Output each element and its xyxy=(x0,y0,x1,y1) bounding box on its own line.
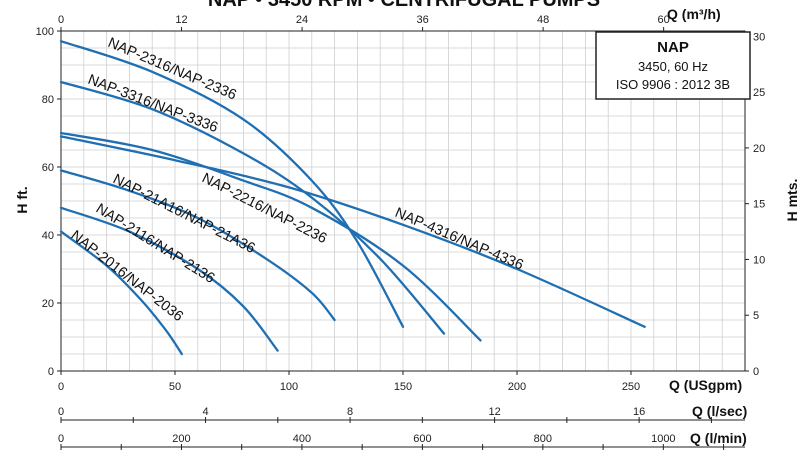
y-tick-label: 0 xyxy=(48,366,54,378)
x3-axis-tick-label: 400 xyxy=(293,433,311,445)
y-tick-label: 40 xyxy=(42,230,54,242)
legend-title: NAP xyxy=(657,39,689,56)
x2-axis-tick-label: 0 xyxy=(58,406,64,418)
x-tick-label: 50 xyxy=(169,381,181,393)
curve-label: NAP-4316/NAP-4336 xyxy=(392,205,525,274)
x3-axis-tick-label: 0 xyxy=(58,433,64,445)
y2-tick-label: 30 xyxy=(753,31,765,43)
curve-nap-21a16-nap-21a36 xyxy=(59,169,336,322)
legend-frame xyxy=(595,31,751,100)
x-tick-label: 0 xyxy=(58,381,64,393)
y-tick-label: 80 xyxy=(42,94,54,106)
x3-axis-tick-label: 1000 xyxy=(651,433,675,445)
curve-nap-2016-nap-2036 xyxy=(59,230,183,356)
x3-axis-tick-label: 200 xyxy=(172,433,190,445)
legend-box: NAP 3450, 60 Hz ISO 9906 : 2012 3B xyxy=(595,31,751,100)
top-axis-tick-label: 48 xyxy=(537,14,549,26)
top-axis-title: Q (m³/h) xyxy=(667,6,721,22)
x-tick-label: 200 xyxy=(508,381,526,393)
top-axis-tick-label: 24 xyxy=(296,14,308,26)
x3-axis-tick-label: 800 xyxy=(534,433,552,445)
top-axis-tick-label: 12 xyxy=(175,14,187,26)
x2-axis-tick-label: 8 xyxy=(347,406,353,418)
top-axis-tick-label: 36 xyxy=(416,14,428,26)
y2-axis-title: H mts. xyxy=(784,179,800,222)
x-axis-title: Q (USgpm) xyxy=(669,377,742,393)
top-axis-tick-label: 0 xyxy=(58,14,64,26)
legend-speed: 3450, 60 Hz xyxy=(638,59,708,74)
y2-tick-label: 15 xyxy=(753,199,765,211)
y-axis-title: H ft. xyxy=(14,186,30,213)
top-axis-tick-label: 60 xyxy=(658,14,670,26)
y2-tick-label: 10 xyxy=(753,254,765,266)
y2-tick-label: 5 xyxy=(753,310,759,322)
x3-axis-tick-label: 600 xyxy=(413,433,431,445)
y2-tick-label: 25 xyxy=(753,87,765,99)
curve-nap-2316-nap-2336 xyxy=(59,40,405,328)
x2-axis-tick-label: 12 xyxy=(488,406,500,418)
x3-axis-title: Q (l/min) xyxy=(690,430,747,446)
x2-axis-tick-label: 16 xyxy=(633,406,645,418)
y2-tick-label: 20 xyxy=(753,143,765,155)
page-title: NAP • 3450 RPM • CENTRIFUGAL PUMPS xyxy=(208,0,600,11)
x2-axis-tick-label: 4 xyxy=(202,406,208,418)
curve-nap-2216-nap-2236 xyxy=(59,131,482,342)
x-tick-label: 100 xyxy=(280,381,298,393)
curve-nap-3316-nap-3336 xyxy=(59,80,446,335)
x-tick-label: 150 xyxy=(394,381,412,393)
curve-nap-4316-nap-4336 xyxy=(59,135,646,328)
y2-tick-label: 0 xyxy=(753,366,759,378)
y-tick-label: 100 xyxy=(36,26,54,38)
y-tick-label: 20 xyxy=(42,298,54,310)
y-tick-label: 60 xyxy=(42,162,54,174)
legend-standard: ISO 9906 : 2012 3B xyxy=(616,77,730,92)
curve-nap-2116-nap-2136 xyxy=(59,206,279,352)
curves xyxy=(59,40,646,356)
x-tick-label: 250 xyxy=(622,381,640,393)
x2-axis-title: Q (l/sec) xyxy=(692,403,747,419)
